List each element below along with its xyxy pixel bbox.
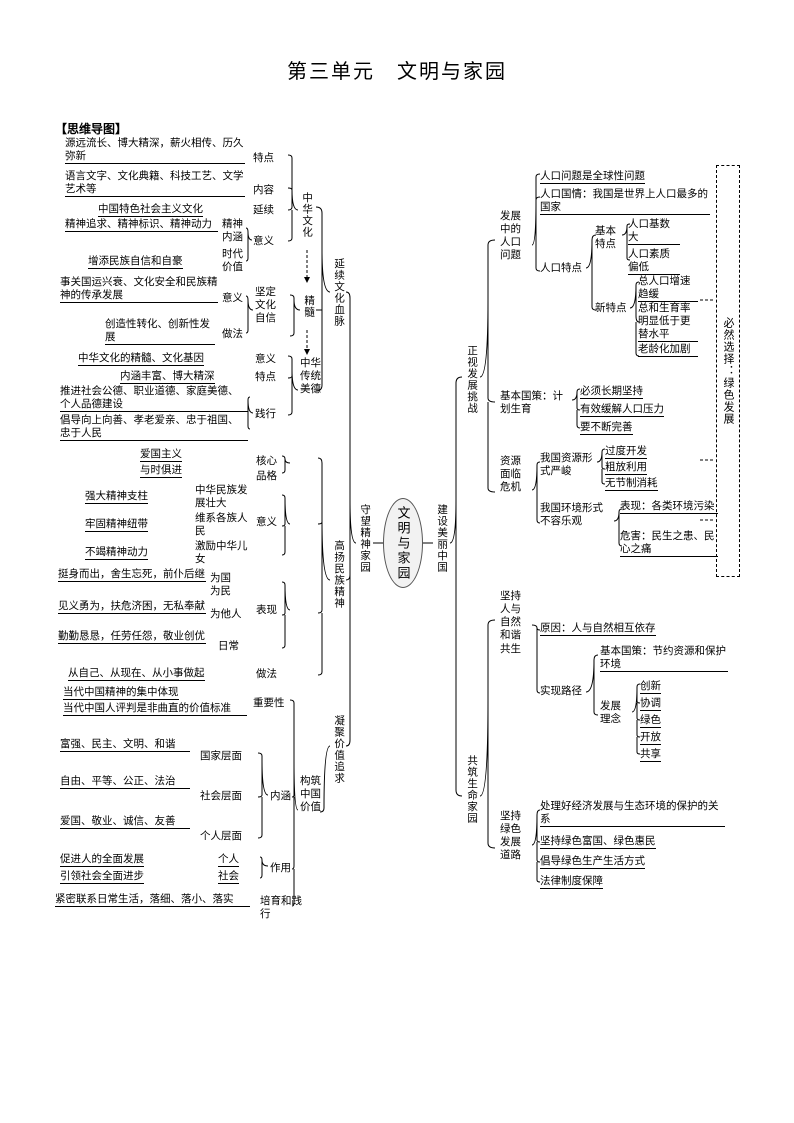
connector-svg [0,0,794,1123]
